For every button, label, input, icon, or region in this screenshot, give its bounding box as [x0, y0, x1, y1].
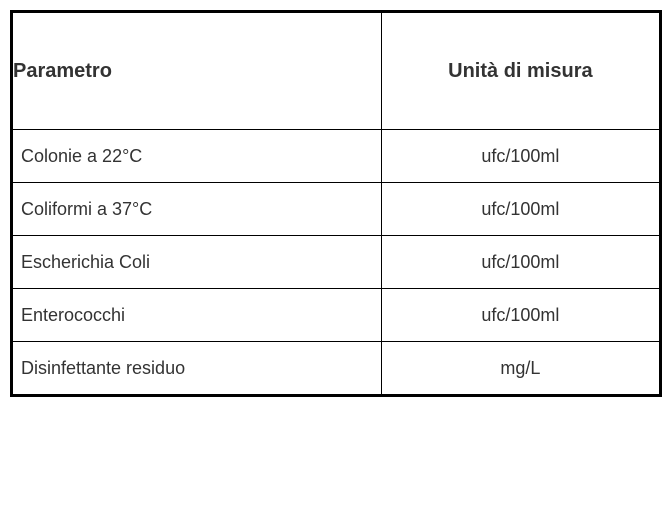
cell-unita: mg/L — [381, 342, 659, 395]
parameters-table-container: Parametro Unità di misura Colonie a 22°C… — [10, 10, 662, 397]
cell-parametro: Enterococchi — [13, 289, 382, 342]
cell-parametro: Colonie a 22°C — [13, 130, 382, 183]
table-body: Colonie a 22°C ufc/100ml Coliformi a 37°… — [13, 130, 660, 395]
cell-parametro: Escherichia Coli — [13, 236, 382, 289]
cell-unita: ufc/100ml — [381, 183, 659, 236]
cell-parametro: Disinfettante residuo — [13, 342, 382, 395]
header-parametro: Parametro — [13, 13, 382, 130]
parameters-table: Parametro Unità di misura Colonie a 22°C… — [12, 12, 660, 395]
cell-unita: ufc/100ml — [381, 130, 659, 183]
table-row: Disinfettante residuo mg/L — [13, 342, 660, 395]
table-row: Coliformi a 37°C ufc/100ml — [13, 183, 660, 236]
cell-unita: ufc/100ml — [381, 289, 659, 342]
table-row: Enterococchi ufc/100ml — [13, 289, 660, 342]
table-header-row: Parametro Unità di misura — [13, 13, 660, 130]
table-row: Escherichia Coli ufc/100ml — [13, 236, 660, 289]
cell-parametro: Coliformi a 37°C — [13, 183, 382, 236]
cell-unita: ufc/100ml — [381, 236, 659, 289]
table-row: Colonie a 22°C ufc/100ml — [13, 130, 660, 183]
table-header: Parametro Unità di misura — [13, 13, 660, 130]
header-unita: Unità di misura — [381, 13, 659, 130]
